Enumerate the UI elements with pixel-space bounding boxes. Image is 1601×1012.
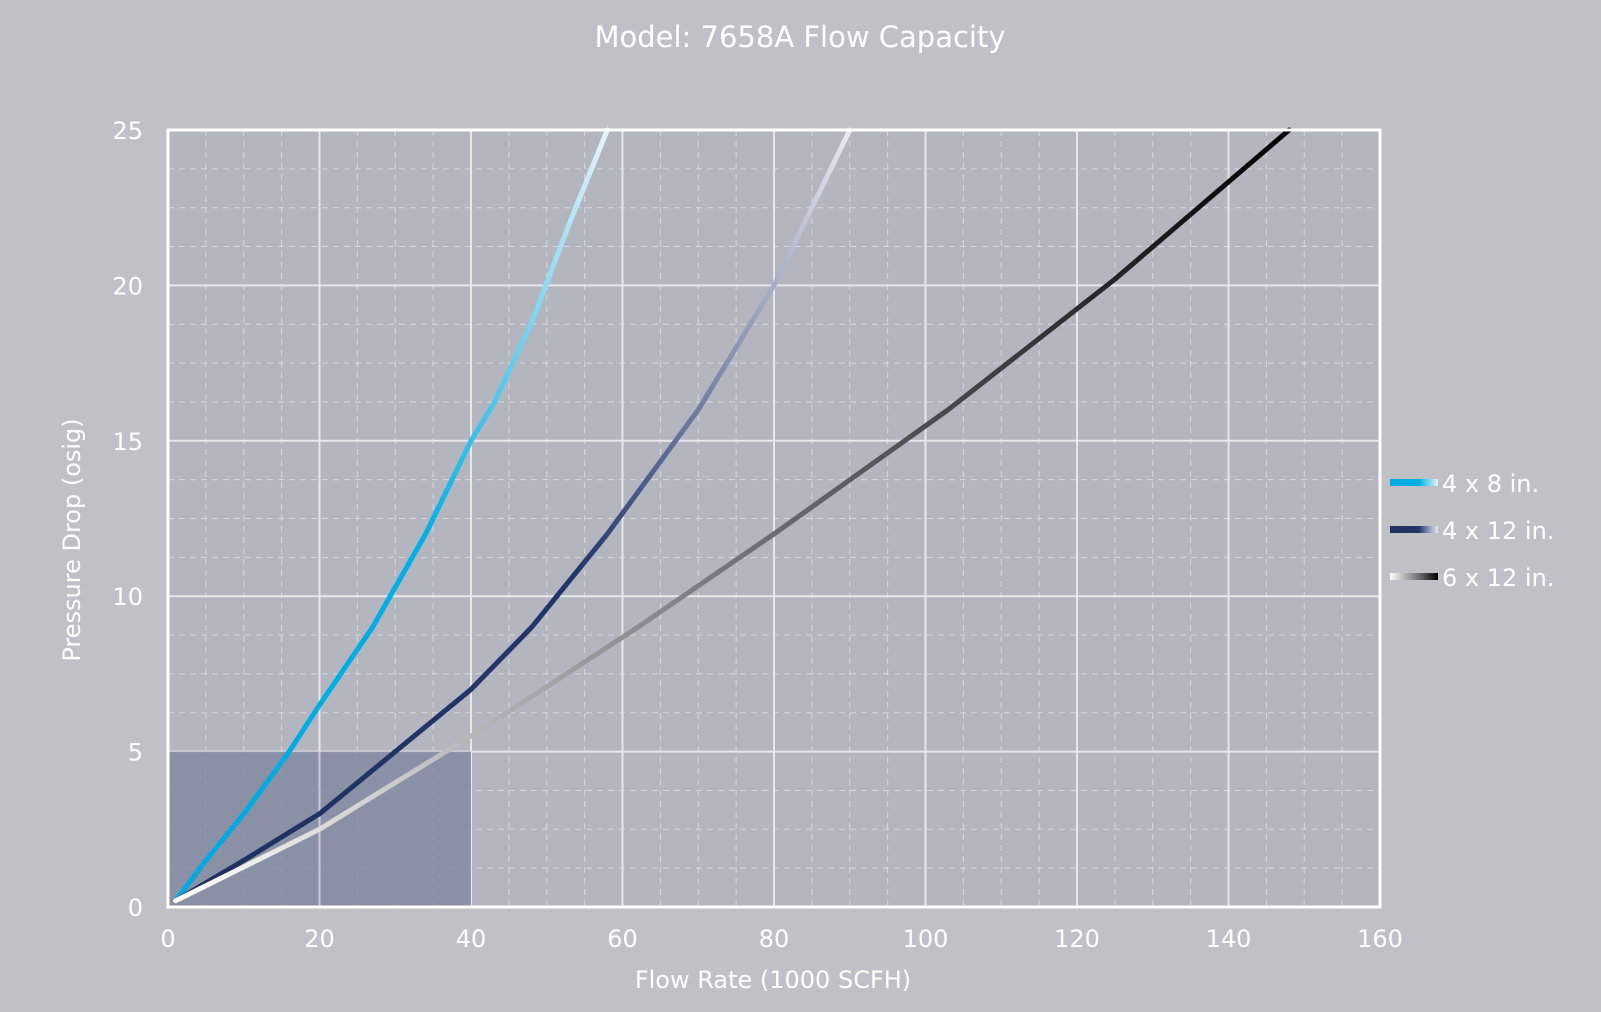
legend-label-3: 6 x 12 in. bbox=[1442, 564, 1554, 592]
legend-swatch-2 bbox=[1390, 526, 1438, 533]
x-tick-label: 140 bbox=[1206, 925, 1252, 953]
y-axis-label: Pressure Drop (osig) bbox=[58, 418, 86, 661]
x-tick-label: 160 bbox=[1357, 925, 1403, 953]
series-line-3 bbox=[173, 127, 1292, 904]
legend-swatch-3 bbox=[1390, 573, 1438, 580]
y-tick-label: 0 bbox=[128, 894, 143, 922]
x-tick-label: 80 bbox=[759, 925, 790, 953]
x-tick-label: 120 bbox=[1054, 925, 1100, 953]
legend-swatch-1 bbox=[1390, 479, 1438, 486]
x-axis-label: Flow Rate (1000 SCFH) bbox=[635, 966, 911, 994]
y-tick-label: 20 bbox=[112, 272, 143, 300]
x-tick-label: 20 bbox=[304, 925, 335, 953]
plot-frame bbox=[166, 128, 1382, 909]
chart-title: Model: 7658A Flow Capacity bbox=[594, 20, 1005, 54]
series-line-2 bbox=[173, 127, 853, 904]
y-tick-label: 5 bbox=[128, 739, 143, 767]
x-tick-label: 40 bbox=[456, 925, 487, 953]
y-tick-label: 10 bbox=[112, 583, 143, 611]
x-tick-label: 100 bbox=[903, 925, 949, 953]
x-tick-label: 60 bbox=[607, 925, 638, 953]
x-tick-label: 0 bbox=[160, 925, 175, 953]
y-tick-label: 25 bbox=[112, 117, 143, 145]
legend-label-2: 4 x 12 in. bbox=[1442, 517, 1554, 545]
series-line-1 bbox=[173, 127, 610, 904]
y-tick-label: 15 bbox=[112, 428, 143, 456]
legend-label-1: 4 x 8 in. bbox=[1442, 470, 1539, 498]
legend: 4 x 8 in. 4 x 12 in. 6 x 12 in. bbox=[1390, 470, 1554, 592]
